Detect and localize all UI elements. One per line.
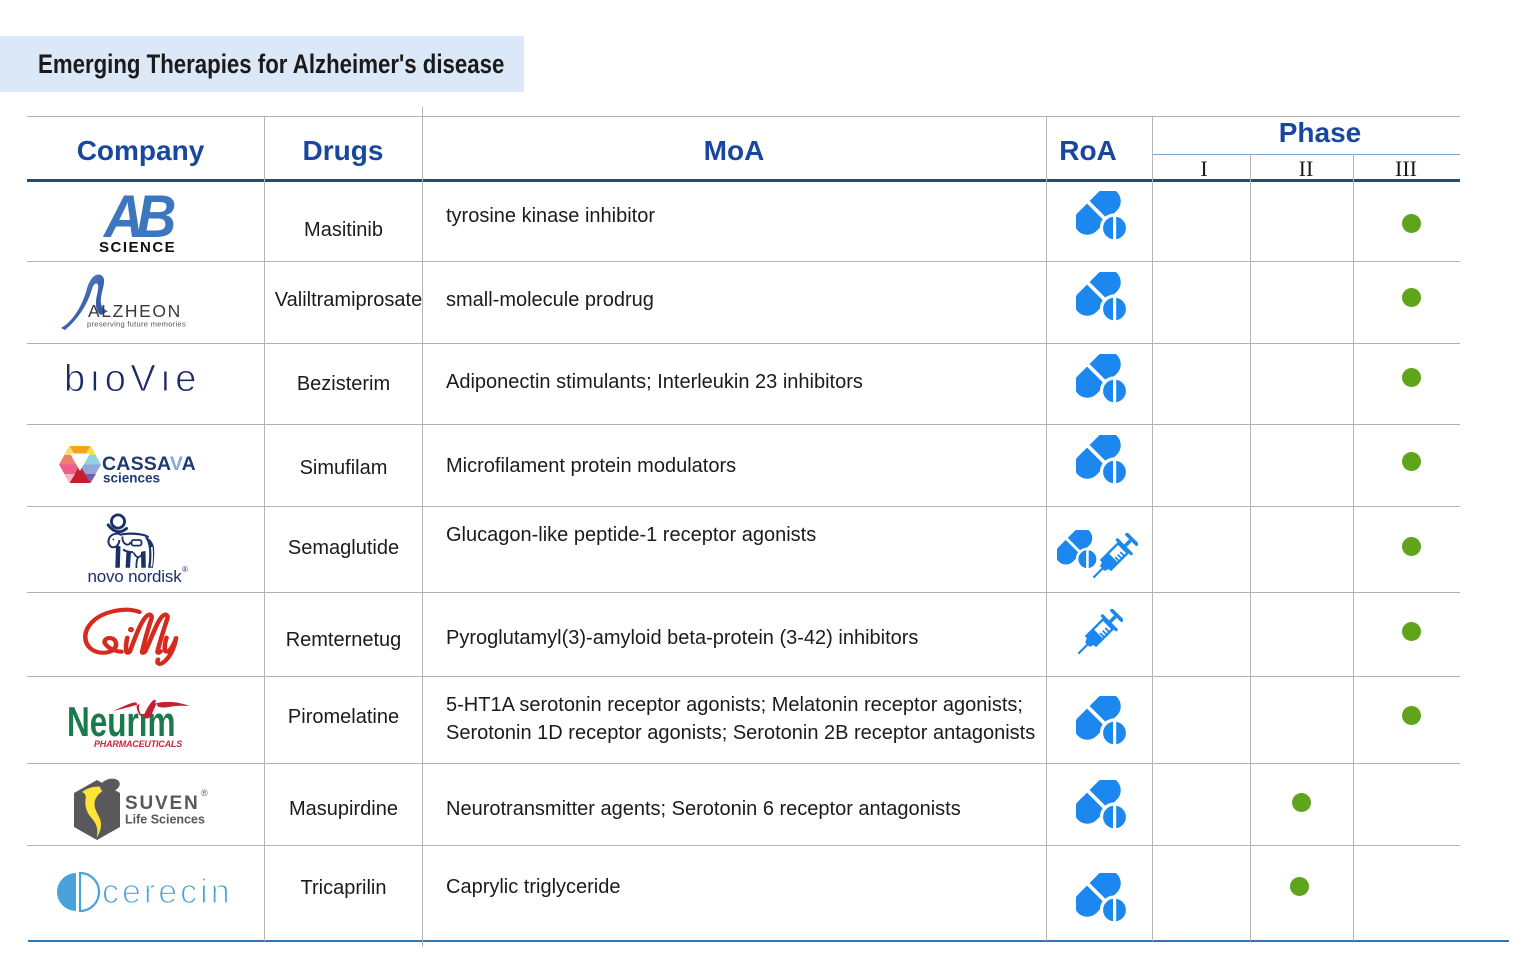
svg-text:novo nordisk: novo nordisk (88, 567, 183, 586)
svg-text:®: ® (201, 788, 208, 798)
svg-text:sciences: sciences (103, 471, 160, 486)
svg-text:®: ® (182, 565, 188, 574)
svg-text:bıoVıe: bıoVıe (64, 358, 198, 398)
svg-text:CASSAVA: CASSAVA (102, 453, 196, 475)
svg-text:cerecin: cerecin (102, 873, 233, 911)
svg-text:SUVEN: SUVEN (125, 793, 199, 814)
svg-text:ALZHEON: ALZHEON (88, 301, 182, 321)
svg-text:Life Sciences: Life Sciences (125, 813, 205, 827)
svg-text:preserving future memories: preserving future memories (87, 320, 186, 329)
